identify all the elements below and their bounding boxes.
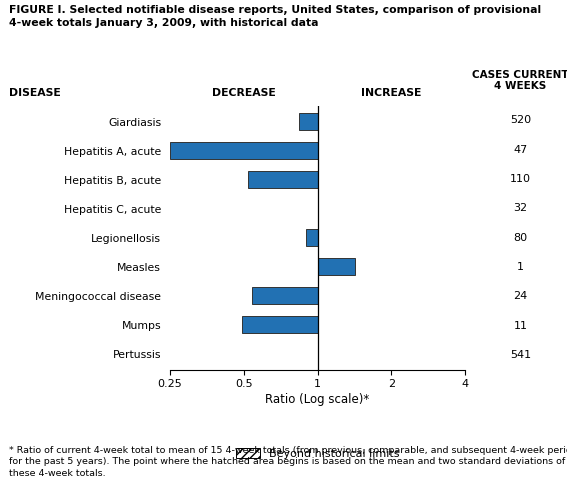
Text: 32: 32 <box>514 203 527 213</box>
Text: 80: 80 <box>514 233 527 242</box>
Bar <box>170 142 318 159</box>
Text: 110: 110 <box>510 174 531 184</box>
Bar <box>299 113 318 130</box>
Text: 24: 24 <box>513 291 528 301</box>
Bar <box>252 287 318 304</box>
Text: DISEASE: DISEASE <box>9 88 60 98</box>
Bar <box>306 229 318 246</box>
Text: INCREASE: INCREASE <box>361 88 421 98</box>
X-axis label: Ratio (Log scale)*: Ratio (Log scale)* <box>265 394 370 407</box>
Text: FIGURE I. Selected notifiable disease reports, United States, comparison of prov: FIGURE I. Selected notifiable disease re… <box>9 5 540 28</box>
Text: 11: 11 <box>514 321 527 331</box>
Text: 47: 47 <box>513 144 528 155</box>
Bar <box>242 316 318 333</box>
Bar <box>318 258 355 276</box>
Text: CASES CURRENT
4 WEEKS: CASES CURRENT 4 WEEKS <box>472 70 567 91</box>
Legend: Beyond historical limits: Beyond historical limits <box>236 448 399 459</box>
Text: 520: 520 <box>510 115 531 125</box>
Text: * Ratio of current 4-week total to mean of 15 4-week totals (from previous, comp: * Ratio of current 4-week total to mean … <box>9 446 567 478</box>
Text: 541: 541 <box>510 350 531 360</box>
Text: 1: 1 <box>517 262 524 272</box>
Bar <box>248 171 318 188</box>
Text: DECREASE: DECREASE <box>212 88 276 98</box>
